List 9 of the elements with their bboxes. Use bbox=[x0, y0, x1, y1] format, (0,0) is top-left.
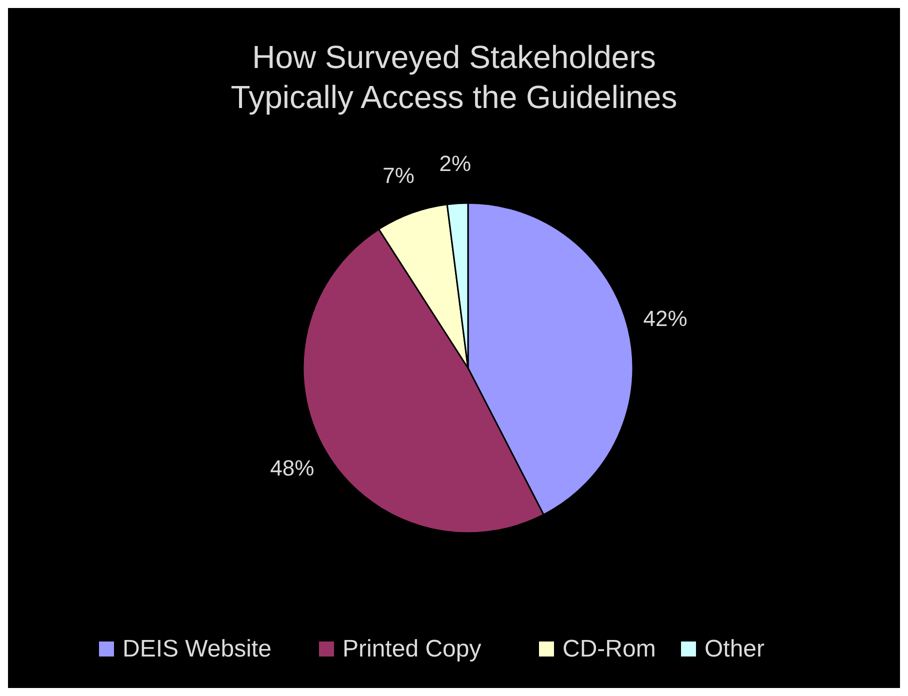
data-label: 7% bbox=[382, 163, 414, 188]
legend-label: Other bbox=[704, 635, 765, 662]
data-label: 48% bbox=[270, 455, 314, 480]
chart-title: How Surveyed Stakeholders Typically Access the Guidelines bbox=[230, 39, 678, 115]
legend-label: DEIS Website bbox=[122, 635, 272, 662]
legend-label: CD-Rom bbox=[562, 635, 656, 662]
data-label: 42% bbox=[643, 306, 688, 331]
legend-label: Printed Copy bbox=[342, 635, 482, 662]
data-label: 2% bbox=[439, 151, 472, 176]
